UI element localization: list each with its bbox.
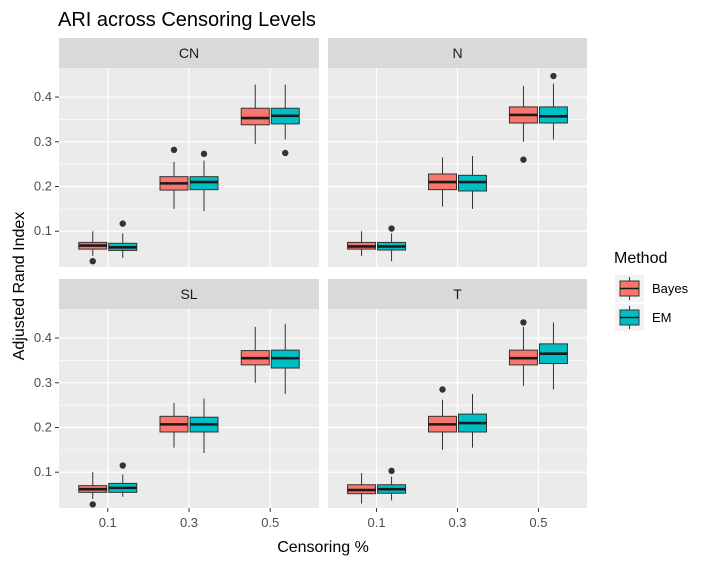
box-bayes-0.1 — [347, 231, 377, 256]
facet-panel-n: N — [328, 38, 587, 267]
outlier-point — [200, 150, 208, 158]
outlier-point — [170, 146, 178, 154]
facet-strip — [59, 279, 319, 309]
box-body — [240, 107, 270, 126]
box-em-0.3 — [458, 393, 487, 448]
facet-strip — [328, 38, 587, 68]
box-em-0.5 — [270, 323, 300, 394]
x-tick-label: 0.3 — [180, 515, 198, 530]
facet-panel-t: T 0.1 0.3 0.5 — [328, 279, 587, 530]
outlier-point — [119, 462, 126, 469]
outlier-point — [520, 156, 527, 163]
box-em-0.3 — [189, 150, 219, 212]
box-bayes-0.5 — [508, 85, 538, 163]
outlier-point — [439, 386, 446, 393]
box-bayes-0.5 — [240, 84, 270, 145]
outlier-point — [520, 319, 527, 326]
y-tick-label: 0.4 — [34, 330, 52, 345]
x-tick-label: 0.1 — [368, 515, 386, 530]
facet-panel-sl: SL 0.1 0.2 0.3 0.4 0.1 0.3 0.5 — [34, 279, 319, 530]
box-em-0.1 — [377, 467, 407, 501]
box-em-0.5 — [538, 72, 568, 140]
box-bayes-0.3 — [159, 402, 189, 448]
x-axis-label: Censoring % — [277, 539, 369, 556]
legend-item-bayes: Bayes — [615, 275, 689, 302]
y-tick-label: 0.1 — [34, 464, 52, 479]
y-tick-label: 0.3 — [34, 375, 52, 390]
legend-label: Bayes — [652, 281, 689, 296]
y-axis-label: Adjusted Rand Index — [11, 212, 28, 361]
x-tick-label: 0.3 — [448, 515, 466, 530]
y-tick-label: 0.3 — [34, 134, 52, 149]
legend: Method Bayes EM — [614, 250, 689, 331]
box-bayes-0.1 — [78, 472, 108, 508]
outlier-point — [550, 72, 557, 80]
x-tick-label: 0.1 — [99, 515, 117, 530]
box-bayes-0.3 — [428, 157, 457, 207]
facet-label: SL — [180, 286, 197, 302]
outlier-point — [388, 225, 395, 232]
legend-title: Method — [614, 250, 667, 267]
outlier-point — [282, 149, 289, 157]
box-bayes-0.5 — [508, 319, 538, 386]
facet-strip — [59, 38, 319, 68]
x-tick-label: 0.5 — [261, 515, 279, 530]
box-bayes-0.5 — [240, 326, 270, 383]
y-tick-label: 0.4 — [34, 89, 52, 104]
y-tick-label: 0.2 — [34, 179, 52, 194]
legend-item-em: EM — [615, 304, 672, 331]
box-em-0.5 — [270, 84, 300, 157]
box-bayes-0.3 — [428, 386, 457, 450]
outlier-point — [119, 220, 126, 227]
box-bayes-0.1 — [78, 231, 108, 265]
box-em-0.3 — [189, 398, 219, 453]
chart-title: ARI across Censoring Levels — [58, 9, 316, 31]
outlier-point — [89, 501, 96, 508]
x-tick-label: 0.5 — [529, 515, 547, 530]
box-em-0.3 — [458, 156, 487, 209]
y-tick-label: 0.1 — [34, 223, 52, 238]
facet-strip — [328, 279, 587, 309]
box-bayes-0.3 — [159, 146, 189, 209]
box-bayes-0.1 — [347, 473, 377, 504]
legend-label: EM — [652, 310, 672, 325]
facet-panel-cn: CN 0.1 0.2 0.3 0.4 — [34, 38, 319, 267]
facet-label: CN — [179, 45, 199, 61]
box-em-0.1 — [108, 220, 138, 259]
facet-label: T — [453, 286, 462, 302]
box-em-0.1 — [377, 225, 407, 262]
y-tick-label: 0.2 — [34, 420, 52, 435]
outlier-point — [89, 257, 96, 265]
box-em-0.5 — [538, 322, 568, 390]
box-body — [538, 106, 568, 124]
box-em-0.1 — [108, 462, 138, 497]
outlier-point — [388, 467, 395, 475]
facet-panels: CN 0.1 0.2 0.3 0.4 N SL 0.1 0.2 0.3 0.4 0.1 0.3 0.5 T 0… — [34, 38, 587, 530]
facet-label: N — [452, 45, 462, 61]
